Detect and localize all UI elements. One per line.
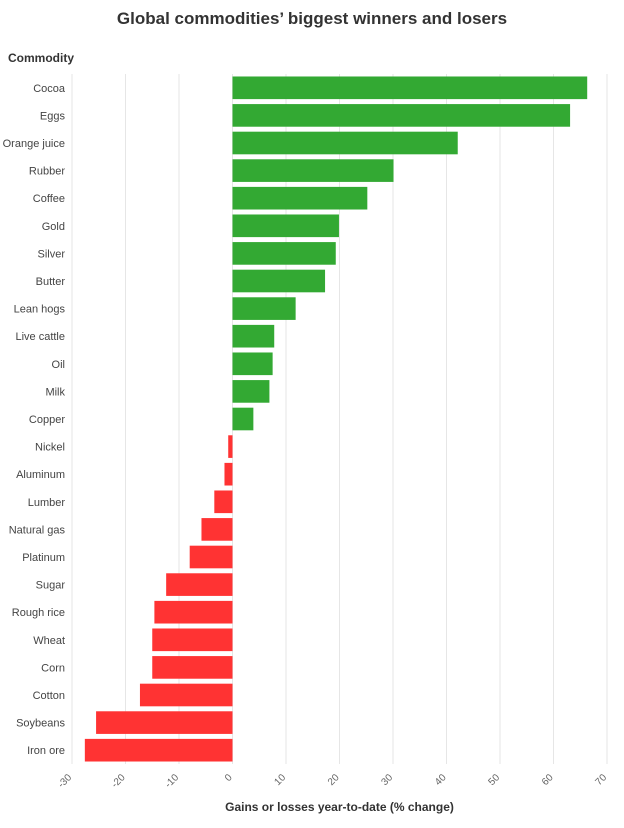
category-label: Iron ore — [27, 745, 65, 757]
category-label: Oil — [52, 359, 65, 371]
bar-orange-juice — [232, 131, 458, 155]
bar-milk — [232, 380, 270, 403]
category-label: Cotton — [33, 690, 65, 702]
category-label: Aluminum — [16, 469, 65, 481]
category-label: Silver — [37, 248, 65, 260]
category-label: Milk — [45, 386, 65, 398]
x-tick-label: 60 — [540, 772, 556, 788]
bar-iron-ore — [84, 738, 233, 762]
category-label: Wheat — [33, 635, 65, 647]
x-tick-label: -20 — [110, 772, 128, 790]
category-label: Eggs — [40, 110, 66, 122]
category-label: Platinum — [22, 552, 65, 564]
category-label: Natural gas — [9, 524, 66, 536]
category-label: Cocoa — [33, 83, 66, 95]
bar-coffee — [232, 186, 368, 210]
bar-cocoa — [232, 76, 588, 100]
x-tick-label: 20 — [326, 772, 342, 788]
x-tick-label: 40 — [433, 772, 449, 788]
bar-lumber — [214, 490, 233, 514]
chart-title: Global commodities’ biggest winners and … — [116, 9, 508, 28]
bar-natural-gas — [201, 518, 233, 541]
x-axis-title: Gains or losses year-to-date (% change) — [225, 800, 454, 814]
bar-wheat — [152, 628, 233, 652]
category-label: Corn — [41, 662, 65, 674]
bar-sugar — [166, 573, 233, 596]
bar-aluminum — [224, 462, 233, 486]
bar-rough-rice — [154, 600, 233, 624]
bar-corn — [152, 656, 233, 679]
category-label: Lean hogs — [14, 304, 66, 316]
category-label: Nickel — [35, 442, 65, 454]
bar-nickel — [228, 435, 233, 458]
category-label: Rubber — [29, 166, 65, 178]
bar-eggs — [232, 104, 571, 127]
category-label: Orange juice — [3, 138, 65, 150]
x-tick-label: 30 — [379, 772, 395, 788]
bar-live-cattle — [232, 324, 275, 348]
category-label: Coffee — [33, 193, 65, 205]
x-tick-label: -30 — [56, 772, 74, 790]
category-label: Copper — [29, 414, 65, 426]
category-label: Soybeans — [16, 718, 65, 730]
bar-copper — [232, 407, 254, 431]
bar-oil — [232, 352, 273, 376]
bar-butter — [232, 269, 326, 293]
bar-silver — [232, 242, 336, 265]
category-label: Rough rice — [12, 607, 65, 619]
category-label: Butter — [36, 276, 66, 288]
bar-soybeans — [96, 711, 233, 734]
category-label: Gold — [42, 221, 65, 233]
y-axis-header: Commodity — [8, 51, 74, 65]
bar-cotton — [139, 683, 233, 707]
x-tick-label: 0 — [223, 772, 235, 784]
x-tick-label: 10 — [272, 772, 288, 788]
category-label: Sugar — [36, 580, 66, 592]
x-tick-label: 50 — [486, 772, 502, 788]
bar-gold — [232, 214, 339, 238]
x-tick-label: 70 — [593, 772, 609, 788]
category-label: Live cattle — [15, 331, 65, 343]
bar-rubber — [232, 159, 394, 182]
bar-lean-hogs — [232, 297, 296, 320]
x-tick-label: -10 — [163, 772, 181, 790]
bar-platinum — [189, 545, 233, 569]
category-label: Lumber — [28, 497, 66, 509]
